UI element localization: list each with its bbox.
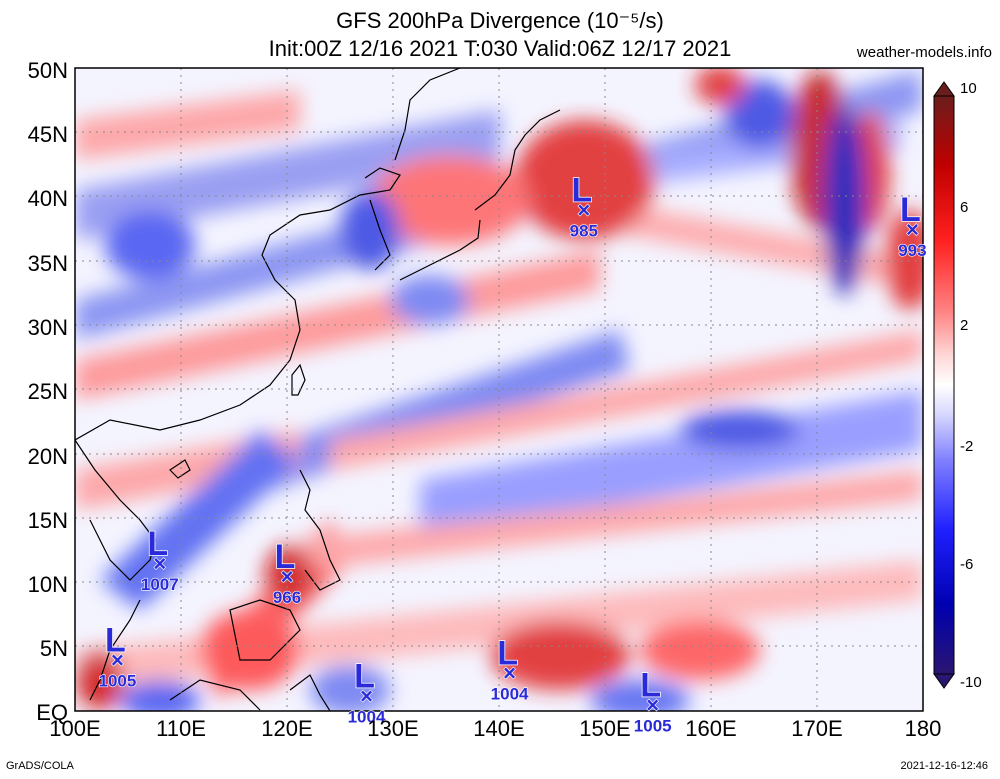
low-marker: L×985	[569, 171, 599, 241]
lat-label: 20N	[27, 444, 68, 469]
low-center-x: ×	[503, 660, 516, 685]
low-marker: L×1004	[490, 634, 530, 704]
low-marker: L×1005	[98, 621, 137, 691]
lon-label: 140E	[473, 716, 525, 741]
low-letter: L	[640, 667, 661, 705]
low-letter: L	[354, 658, 375, 696]
colorbar-label: 6	[960, 199, 969, 216]
low-letter: L	[571, 171, 592, 209]
low-marker: L×993	[898, 190, 928, 260]
lat-label: 35N	[27, 251, 68, 276]
map-title: GFS 200hPa Divergence (10⁻⁵/s)	[336, 8, 664, 33]
low-center-x: ×	[646, 693, 659, 718]
footer-credit: GrADS/COLA	[6, 760, 74, 772]
low-center-x: ×	[111, 648, 124, 673]
low-pressure-value: 1004	[348, 708, 386, 727]
lon-label: 130E	[367, 716, 419, 741]
low-center-x: ×	[577, 197, 590, 222]
lat-label: 30N	[27, 315, 68, 340]
low-marker: L×1007	[140, 524, 179, 594]
colorbar-label: 2	[960, 317, 969, 334]
footer-timestamp: 2021-12-16-12:46	[900, 760, 988, 772]
low-letter: L	[105, 622, 126, 660]
lon-label: 180	[904, 716, 942, 741]
lon-label: 150E	[579, 716, 631, 741]
lon-label: 170E	[791, 716, 843, 741]
site-name: weather-models.info	[856, 44, 992, 61]
low-pressure-value: 985	[570, 221, 598, 240]
lat-label: 5N	[39, 636, 68, 661]
colorbar-top-arrow	[933, 81, 955, 97]
colorbar-label: 10	[960, 80, 977, 97]
low-letter: L	[147, 525, 168, 563]
low-pressure-value: 1007	[141, 575, 179, 594]
colorbar-label: -6	[960, 556, 974, 573]
low-letter: L	[275, 538, 296, 576]
low-pressure-value: 993	[898, 241, 926, 260]
low-pressure-value: 966	[273, 588, 301, 607]
lat-label: 15N	[27, 508, 68, 533]
low-letter: L	[900, 191, 921, 229]
low-letter: L	[497, 634, 518, 672]
low-marker: L×1005	[633, 666, 672, 736]
lat-label: EQ	[36, 700, 68, 725]
lat-label: 25N	[27, 379, 68, 404]
colorbar-bottom-arrow	[933, 673, 955, 689]
low-marker: L×1004	[347, 657, 387, 727]
low-center-x: ×	[360, 684, 373, 709]
colorbar-scale	[933, 95, 955, 675]
low-center-x: ×	[906, 217, 919, 242]
map-frame	[74, 67, 924, 712]
lon-label: 160E	[685, 716, 737, 741]
divergence-field	[75, 68, 923, 711]
colorbar-label: -10	[960, 674, 982, 691]
graticule	[75, 68, 923, 711]
low-center-x: ×	[281, 564, 294, 589]
low-pressure-value: 1004	[491, 684, 529, 703]
low-pressure-value: 1005	[634, 717, 672, 736]
lon-label: 100E	[49, 716, 101, 741]
map-subtitle: Init:00Z 12/16 2021 T:030 Valid:06Z 12/1…	[268, 36, 732, 61]
lat-label: 45N	[27, 122, 68, 147]
coastlines	[75, 68, 561, 711]
lon-label: 120E	[261, 716, 313, 741]
low-marker: L×966	[272, 537, 302, 607]
colorbar	[933, 81, 955, 689]
low-pressure-value: 1005	[98, 672, 136, 691]
colorbar-label: -2	[960, 438, 974, 455]
low-center-x: ×	[153, 551, 166, 576]
lat-label: 50N	[27, 58, 68, 83]
lat-label: 40N	[27, 186, 68, 211]
lon-label: 110E	[156, 716, 206, 741]
lat-label: 10N	[27, 572, 68, 597]
